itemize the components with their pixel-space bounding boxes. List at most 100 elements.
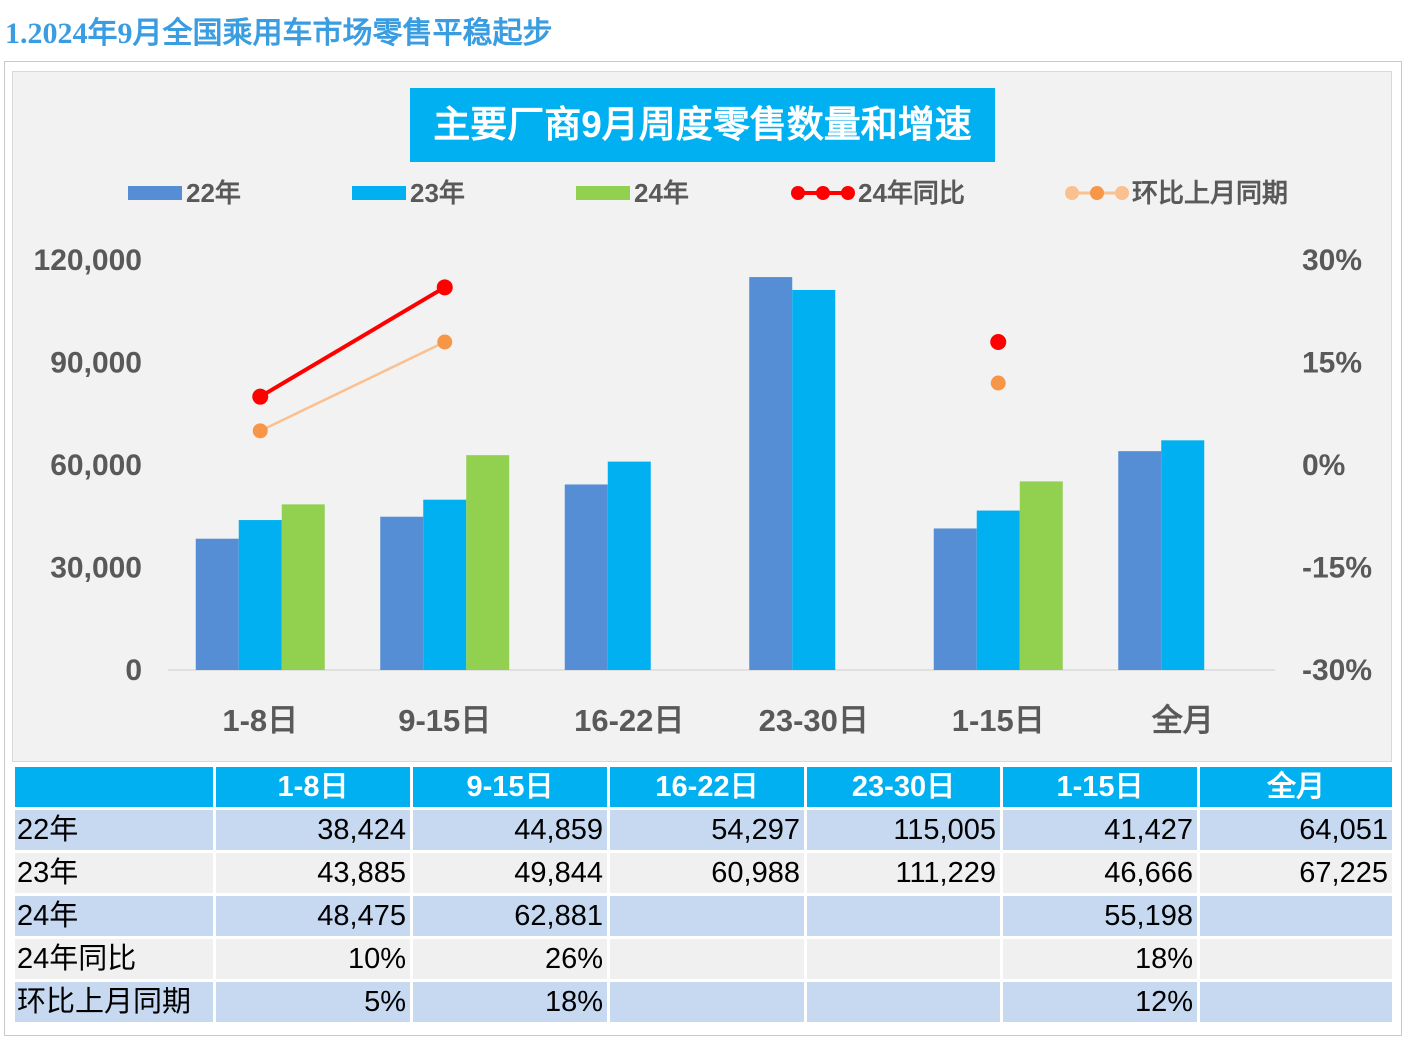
table-cell: 60,988 xyxy=(607,850,807,896)
table-cell: 18% xyxy=(410,979,610,1025)
legend-label: 24年 xyxy=(634,178,689,208)
table-cell: 46,666 xyxy=(1000,850,1200,896)
left-axis-tick-label: 0 xyxy=(125,654,142,687)
x-axis-category-label: 1-15日 xyxy=(952,703,1045,738)
table-cell: 5% xyxy=(213,979,413,1025)
right-axis-tick-label: -15% xyxy=(1302,552,1372,585)
left-axis-tick-label: 60,000 xyxy=(50,449,142,482)
legend-item-23: 23年 xyxy=(352,179,465,207)
legend-marker xyxy=(1065,186,1079,200)
table-column-header: 16-22日 xyxy=(607,764,807,810)
chart-bar xyxy=(466,455,510,670)
table-cell: 49,844 xyxy=(410,850,610,896)
legend-item-mom: 环比上月同期 xyxy=(1064,179,1288,207)
legend-swatch xyxy=(576,186,630,200)
chart-bar xyxy=(238,520,282,670)
table-cell: 43,885 xyxy=(213,850,413,896)
table-row: 23年 43,885 49,844 60,988 111,229 46,666 67,225 xyxy=(12,850,1395,896)
table-row-label: 23年 xyxy=(12,850,216,896)
legend-marker xyxy=(1090,186,1104,200)
chart-bar xyxy=(976,510,1020,670)
right-axis-tick-label: 0% xyxy=(1302,449,1345,482)
table-cell xyxy=(804,893,1003,939)
legend-line-swatch xyxy=(1065,186,1129,200)
table-cell xyxy=(607,893,807,939)
legend-swatch xyxy=(128,186,182,200)
chart-title: 主要厂商9月周度零售数量和增速 xyxy=(410,88,995,162)
chart-bar xyxy=(933,528,977,670)
table-row-label: 环比上月同期 xyxy=(12,979,216,1025)
x-axis-category-label: 9-15日 xyxy=(398,703,491,738)
chart-bar xyxy=(423,499,467,670)
legend-item-yoy: 24年同比 xyxy=(790,179,965,207)
table-cell: 55,198 xyxy=(1000,893,1200,939)
table-cell: 12% xyxy=(1000,979,1200,1025)
table-cell: 18% xyxy=(1000,936,1200,982)
x-axis-category-label: 16-22日 xyxy=(574,703,684,738)
table-cell xyxy=(804,979,1003,1025)
legend-label: 环比上月同期 xyxy=(1132,178,1289,208)
chart-line-point xyxy=(252,388,269,405)
table-cell: 54,297 xyxy=(607,807,807,853)
legend-marker xyxy=(841,186,855,200)
table-row: 24年同比 10% 26% 18% xyxy=(12,936,1395,982)
legend-item-24: 24年 xyxy=(576,179,689,207)
right-axis-tick-label: 15% xyxy=(1302,347,1362,380)
table-cell: 44,859 xyxy=(410,807,610,853)
outer-frame xyxy=(4,61,1402,1036)
table-corner-cell xyxy=(12,764,216,810)
table-row-label: 24年同比 xyxy=(12,936,216,982)
legend-marker xyxy=(791,186,805,200)
table-cell xyxy=(607,936,807,982)
table-column-header: 1-15日 xyxy=(1000,764,1200,810)
table-row-label: 22年 xyxy=(12,807,216,853)
x-axis-category-label: 1-8日 xyxy=(222,703,298,738)
chart-line-point xyxy=(437,334,453,350)
table-column-header: 全月 xyxy=(1197,764,1395,810)
chart-bar xyxy=(281,504,325,670)
chart-bar xyxy=(1118,451,1162,670)
legend-marker xyxy=(816,186,830,200)
data-table: 1-8日 9-15日 16-22日 23-30日 1-15日 全月 22年 38,424 44… xyxy=(12,764,1395,1025)
x-axis-category-label: 23-30日 xyxy=(759,703,869,738)
table-cell: 62,881 xyxy=(410,893,610,939)
chart-line-segment xyxy=(258,285,447,399)
chart-bar xyxy=(1019,481,1063,670)
chart-bar xyxy=(607,461,651,670)
table-cell: 41,427 xyxy=(1000,807,1200,853)
table-cell xyxy=(1197,893,1395,939)
left-axis-tick-label: 120,000 xyxy=(34,244,142,277)
chart-bar xyxy=(380,516,424,670)
chart-bar xyxy=(1161,440,1205,670)
table-column-header: 23-30日 xyxy=(804,764,1003,810)
left-axis-tick-label: 90,000 xyxy=(50,347,142,380)
table-cell xyxy=(1197,936,1395,982)
chart-line-point xyxy=(252,423,268,439)
table-cell xyxy=(1197,979,1395,1025)
chart-bar xyxy=(195,538,239,670)
legend-item-22: 22年 xyxy=(128,179,241,207)
table-cell: 67,225 xyxy=(1197,850,1395,896)
table-cell: 111,229 xyxy=(804,850,1003,896)
chart-line-point xyxy=(990,375,1006,391)
chart-line-point xyxy=(436,279,453,296)
table-row: 环比上月同期 5% 18% 12% xyxy=(12,979,1395,1025)
table-cell: 38,424 xyxy=(213,807,413,853)
table-cell: 48,475 xyxy=(213,893,413,939)
page-heading: 1.2024年9月全国乘用车市场零售平稳起步 xyxy=(5,17,553,50)
table-row: 24年 48,475 62,881 55,198 xyxy=(12,893,1395,939)
chart-bar xyxy=(792,289,836,670)
legend-line-swatch xyxy=(791,186,855,200)
combo-chart: 0 30,000 60,000 90,000 120,000 -30% -15% 0% 15% 3… xyxy=(34,244,1373,738)
legend-label: 24年同比 xyxy=(858,178,965,208)
chart-panel: 0 30,000 60,000 90,000 120,000 -30% -15% 0% 15% 3… xyxy=(12,71,1392,762)
left-axis-tick-label: 30,000 xyxy=(50,552,142,585)
table-cell: 64,051 xyxy=(1197,807,1395,853)
table-row-label: 24年 xyxy=(12,893,216,939)
right-axis-tick-label: 30% xyxy=(1302,244,1362,277)
chart-line-point xyxy=(990,334,1007,350)
legend-swatch xyxy=(352,186,406,200)
table-cell: 115,005 xyxy=(804,807,1003,853)
table-cell: 10% xyxy=(213,936,413,982)
table-row: 22年 38,424 44,859 54,297 115,005 41,427 64,051 xyxy=(12,807,1395,853)
